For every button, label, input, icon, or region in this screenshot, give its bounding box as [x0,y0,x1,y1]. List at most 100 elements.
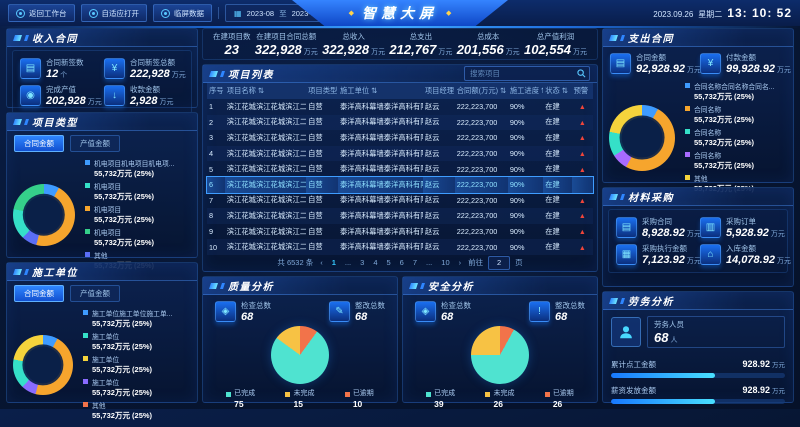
builder-unit-legend-item[interactable]: 施工单位施工单位施工单... 55,732万元 (25%) [83,308,191,329]
cell-progress[interactable]: 90% [507,208,544,224]
quality-legend-item[interactable]: 未完成 15 [285,388,314,409]
safety-legend-item[interactable]: 未完成 26 [485,388,514,409]
builder-unit-tab-2[interactable]: 产值金额 [70,285,120,302]
project-type-legend-item[interactable]: 机电项目 55,732万元 (25%) [85,204,191,225]
cell-progress[interactable]: 90% [507,239,544,255]
cell-amount[interactable]: 222,223,700 [456,164,498,174]
cell-warning[interactable]: ▲ [571,239,593,255]
cell-no[interactable]: 8 [207,208,225,224]
search-input[interactable] [468,68,577,79]
cell-status[interactable]: 在建 [545,101,560,111]
cell-status[interactable]: 在建 [545,226,560,236]
cell-manager[interactable]: 赵云 [424,132,440,142]
cell-warning[interactable]: ▲ [572,99,593,115]
cell-manager[interactable]: 赵云 [422,114,455,131]
cell-type[interactable]: 自营 [306,208,338,224]
expense-legend-item[interactable]: 合同名称 55,732万元 (25%) [685,127,787,148]
cell-type[interactable]: 自营 [308,164,323,174]
project-type-tab-2[interactable]: 产值金额 [70,135,120,152]
cell-status[interactable]: 在建 [545,195,560,205]
expense-legend-item[interactable]: 合同名称合同名称合同名... 55,732万元 (25%) [685,81,787,102]
cell-status[interactable]: 在建 [543,239,572,255]
cell-no[interactable]: 2 [207,114,225,131]
column-header-项目类型[interactable]: 项目类型 ⇅ [306,83,338,99]
cell-no[interactable]: 3 [209,133,214,143]
cell-type[interactable]: 自营 [306,176,338,193]
cell-name[interactable]: 滨江花城滨江花城滨江二期项... [226,164,307,174]
cell-progress[interactable]: 90% [509,133,525,143]
column-header-项目名称[interactable]: 项目名称 ⇅ [224,83,307,99]
builder-unit-legend-item[interactable]: 其他 55,732万元 (25%) [83,400,191,421]
pagination-prev[interactable]: ‹ [320,258,323,268]
table-row[interactable]: 3 滨江花城滨江花城滨江二期项...自营 泰洋高科幕墙泰洋高科有限公...赵云 222… [207,130,593,146]
cell-manager[interactable]: 赵云 [422,176,455,193]
column-header-施工进度[interactable]: 施工进度 ⇅ [507,83,544,99]
project-type-legend-item[interactable]: 机电项目机电项目机电项... 55,732万元 (25%) [85,158,191,179]
cell-status[interactable]: 在建 [543,208,572,224]
cell-warning[interactable]: ▲ [571,114,593,131]
cell-progress[interactable]: 90% [509,227,525,237]
cell-status[interactable]: 在建 [545,132,560,142]
cell-warning[interactable]: ▲ [571,208,593,224]
date-to[interactable]: 2023-09 [291,8,320,18]
cell-unit[interactable]: 泰洋高科幕墙泰洋高科有限公... [340,132,423,142]
cell-unit[interactable]: 泰洋高科幕墙泰洋高科有限公... [338,239,423,255]
cell-type[interactable]: 自营 [308,195,323,205]
table-row[interactable]: 9 滨江花城滨江花城滨江二期项...自营 泰洋高科幕墙泰洋高科有限公...赵云 222… [207,224,593,240]
cell-warning[interactable]: ▲ [571,145,593,162]
cell-name[interactable]: 滨江花城滨江花城滨江二期项... [226,226,307,236]
cell-manager[interactable]: 赵云 [422,208,455,224]
cell-no[interactable]: 9 [209,227,214,237]
search-icon[interactable] [577,69,586,78]
cell-manager[interactable]: 赵云 [422,239,455,255]
cell-progress[interactable]: 90% [509,195,525,205]
table-row[interactable]: 2滨江花城滨江花城滨江二期项...自营泰洋高科幕墙泰洋高科有限公...赵云222… [207,114,593,131]
cell-unit[interactable]: 泰洋高科幕墙泰洋高科有限公... [340,195,423,205]
pagination-page-7[interactable]: 7 [412,258,418,268]
project-search-box[interactable] [464,66,590,81]
cell-manager[interactable]: 赵云 [424,164,440,174]
cell-manager[interactable]: 赵云 [422,145,455,162]
nav-button-2[interactable]: 自适应打开 [80,4,147,22]
cell-type[interactable]: 自营 [308,101,323,111]
expense-legend-item[interactable]: 合同名称 55,732万元 (25%) [685,104,787,125]
cell-unit[interactable]: 泰洋高科幕墙泰洋高科有限公... [340,226,423,236]
cell-amount[interactable]: 222,223,700 [456,227,498,237]
cell-type[interactable]: 自营 [306,114,338,131]
cell-status[interactable]: 在建 [545,164,560,174]
cell-warning[interactable]: ▲ [572,193,593,209]
cell-no[interactable]: 5 [209,164,214,174]
cell-amount[interactable]: 222,223,700 [454,114,508,131]
cell-amount[interactable]: 222,223,700 [456,195,498,205]
nav-button-1[interactable]: 返回工作台 [8,4,75,22]
cell-name[interactable]: 滨江花城滨江花城滨江二期项... [226,132,307,142]
table-row[interactable]: 6滨江花城滨江花城滨江二期项...自营泰洋高科幕墙泰洋高科有限公...赵云222… [206,175,594,194]
cell-warning[interactable] [571,176,593,193]
cell-type[interactable]: 自营 [308,132,323,142]
cell-no[interactable]: 1 [209,102,214,112]
date-from[interactable]: 2023-08 [246,8,275,18]
pagination-page-3[interactable]: 3 [360,258,365,268]
cell-amount[interactable]: 222,223,700 [454,176,508,193]
table-row[interactable]: 8滨江花城滨江花城滨江二期项...自营泰洋高科幕墙泰洋高科有限公...赵云222… [207,208,593,224]
cell-unit[interactable]: 泰洋高科幕墙泰洋高科有限公... [338,114,423,131]
cell-unit[interactable]: 泰洋高科幕墙泰洋高科有限公... [340,164,423,174]
pagination-page-5[interactable]: 5 [386,258,391,268]
cell-amount[interactable]: 222,223,700 [454,239,508,255]
column-header-施工单位[interactable]: 施工单位 ⇅ [338,83,423,99]
nav-button-3[interactable]: 临屏数据 [153,4,212,22]
cell-progress[interactable]: 90% [509,164,525,174]
cell-amount[interactable]: 222,223,700 [454,145,508,162]
builder-unit-legend-item[interactable]: 施工单位 55,732万元 (25%) [83,377,191,398]
pagination-page-10[interactable]: 10 [441,258,450,268]
cell-unit[interactable]: 泰洋高科幕墙泰洋高科有限公... [340,101,423,111]
cell-name[interactable]: 滨江花城滨江花城滨江二期项... [226,195,307,205]
pagination-page-6[interactable]: 6 [399,258,404,268]
safety-legend-item[interactable]: 已完成 39 [426,388,455,409]
pagination-page-4[interactable]: 4 [373,258,378,268]
table-row[interactable]: 1 滨江花城滨江花城滨江二期项...自营 泰洋高科幕墙泰洋高科有限公...赵云 222… [207,99,593,115]
pagination-next[interactable]: › [458,258,462,268]
cell-name[interactable]: 滨江花城滨江花城滨江二期项... [224,114,307,131]
cell-name[interactable]: 滨江花城滨江花城滨江二期项... [224,239,307,255]
pagination-page-1[interactable]: 1 [331,258,336,268]
